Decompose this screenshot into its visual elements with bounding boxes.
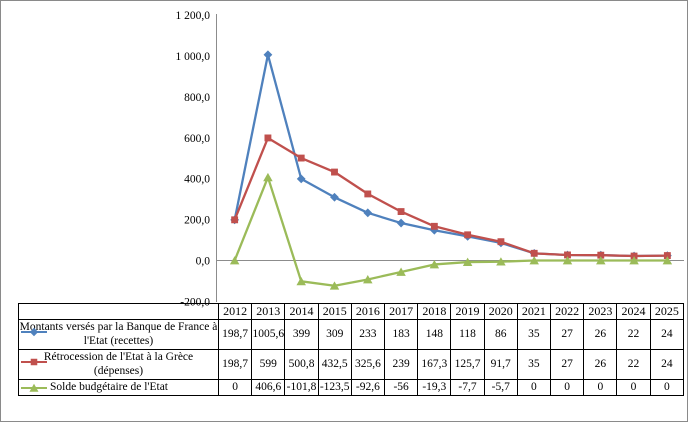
series-line-2 <box>233 176 669 287</box>
value-cell: 325,6 <box>350 349 386 380</box>
value-cell: 1005,6 <box>251 319 286 350</box>
value-cell: 599 <box>251 349 286 380</box>
value-cell: 22 <box>616 349 651 380</box>
value-cell: 406,6 <box>251 379 286 396</box>
series-row-0: Montants versés par la Banque de France … <box>18 319 685 350</box>
value-cell: -92,6 <box>350 379 386 396</box>
value-cell: 0 <box>583 379 618 396</box>
value-cell: -7,7 <box>450 379 485 396</box>
chart-data-table: 2012 2013 2014 2015 2016 2017 2018 2019 2020 2021… <box>18 303 685 396</box>
y-tick-label: 800,0 <box>184 92 210 104</box>
series-row-2: Solde budgétaire de l'Etat 0 406,6 -101,8 -1… <box>18 379 685 396</box>
value-cell: 167,3 <box>417 349 452 380</box>
value-cell: -101,8 <box>284 379 319 396</box>
value-cell: -56 <box>384 379 419 396</box>
year-header-cell: 2019 <box>450 303 485 320</box>
year-header-cell: 2015 <box>317 303 352 320</box>
legend-key-square-icon <box>21 358 47 366</box>
value-cell: 198,7 <box>217 319 253 350</box>
legend-cell-0: Montants versés par la Banque de France … <box>18 319 219 350</box>
year-header-cell: 2014 <box>284 303 319 320</box>
value-cell: 22 <box>616 319 651 350</box>
series-label-2: Solde budgétaire de l'Etat <box>50 380 168 393</box>
year-header-cell: 2012 <box>217 303 253 320</box>
value-cell: 0 <box>550 379 585 396</box>
legend-key-diamond-icon <box>21 327 47 337</box>
value-cell: 118 <box>450 319 485 350</box>
value-cell: 148 <box>417 319 452 350</box>
value-cell: 91,7 <box>483 349 518 380</box>
value-cell: 27 <box>550 319 585 350</box>
value-cell: 35 <box>516 349 552 380</box>
value-cell: 0 <box>516 379 552 396</box>
year-header-cell: 2017 <box>384 303 419 320</box>
y-tick-label: 0,0 <box>196 256 211 268</box>
year-header-cell: 2013 <box>251 303 286 320</box>
table-corner-blank <box>18 303 219 320</box>
year-header-cell: 2024 <box>616 303 651 320</box>
value-cell: 198,7 <box>217 349 253 380</box>
value-cell: 27 <box>550 349 585 380</box>
value-cell: -123,5 <box>317 379 352 396</box>
value-cell: 35 <box>516 319 552 350</box>
y-tick-label: 200,0 <box>184 215 210 227</box>
year-header-cell: 2023 <box>583 303 618 320</box>
value-cell: 432,5 <box>317 349 352 380</box>
value-cell: 239 <box>384 349 419 380</box>
value-cell: 26 <box>583 319 618 350</box>
value-cell: 309 <box>317 319 352 350</box>
value-cell: 26 <box>583 349 618 380</box>
value-cell: 233 <box>350 319 386 350</box>
y-tick-label: 600,0 <box>184 133 210 145</box>
value-cell: 500,8 <box>284 349 319 380</box>
year-header-cell: 2016 <box>350 303 386 320</box>
legend-key-triangle-icon <box>21 383 47 392</box>
year-header-cell: 2018 <box>417 303 452 320</box>
value-cell: -19,3 <box>417 379 452 396</box>
value-cell: 125,7 <box>450 349 485 380</box>
value-cell: 0 <box>649 379 685 396</box>
value-cell: 86 <box>483 319 518 350</box>
value-cell: 183 <box>384 319 419 350</box>
year-header-cell: 2021 <box>516 303 552 320</box>
series-line-1 <box>233 136 669 258</box>
value-cell: 399 <box>284 319 319 350</box>
y-tick-label: 1 200,0 <box>176 10 211 22</box>
series-label-0: Montants versés par la Banque de France … <box>19 321 218 347</box>
y-tick-label: 1 000,0 <box>176 51 211 63</box>
value-cell: 24 <box>649 319 685 350</box>
year-header-cell: 2022 <box>550 303 585 320</box>
year-header-row: 2012 2013 2014 2015 2016 2017 2018 2019 2020 2021… <box>18 303 685 320</box>
value-cell: 24 <box>649 349 685 380</box>
year-header-cell: 2025 <box>649 303 685 320</box>
y-tick-label: 400,0 <box>184 174 210 186</box>
legend-cell-1: Rétrocession de l'Etat à la Grèce (dépen… <box>18 349 219 380</box>
value-cell: 0 <box>616 379 651 396</box>
value-cell: 0 <box>217 379 253 396</box>
series-row-1: Rétrocession de l'Etat à la Grèce (dépen… <box>18 349 685 380</box>
series-markers-1-square <box>231 134 671 260</box>
year-header-cell: 2020 <box>483 303 518 320</box>
series-label-1: Rétrocession de l'Etat à la Grèce (dépen… <box>43 351 194 377</box>
value-cell: -5,7 <box>483 379 518 396</box>
legend-cell-2: Solde budgétaire de l'Etat <box>18 379 219 396</box>
